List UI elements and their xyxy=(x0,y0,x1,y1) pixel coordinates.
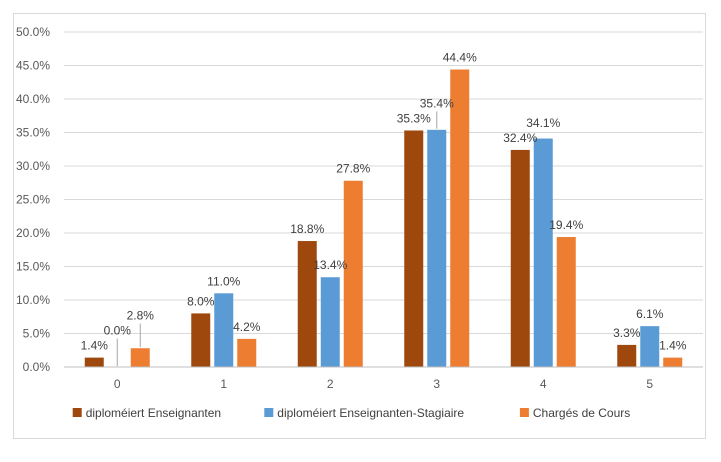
gridlines xyxy=(64,31,703,334)
x-axis-ticks: 0 1 2 3 4 5 xyxy=(64,366,703,391)
bar xyxy=(450,69,470,368)
data-label: 6.1% xyxy=(636,307,664,321)
legend-label: diploméiert Enseignanten-Stagiaire xyxy=(277,406,464,420)
data-label: 1.4% xyxy=(659,339,687,353)
data-label: 35.3% xyxy=(397,111,431,125)
bar xyxy=(533,138,553,367)
x-tick-label: 1 xyxy=(220,377,227,391)
bar xyxy=(556,237,576,367)
data-label: 34.1% xyxy=(526,116,560,130)
bar xyxy=(320,277,340,367)
x-tick-label: 5 xyxy=(646,377,653,391)
y-tick-label: 15.0% xyxy=(16,260,50,274)
legend-swatch xyxy=(72,408,82,417)
data-label: 0.0% xyxy=(104,324,132,338)
label-leader-lines xyxy=(116,111,438,366)
data-label: 19.4% xyxy=(549,218,583,232)
bar xyxy=(237,338,257,367)
data-label: 32.4% xyxy=(503,131,537,145)
y-tick-label: 30.0% xyxy=(16,159,50,173)
x-tick-label: 2 xyxy=(327,377,334,391)
y-tick-label: 45.0% xyxy=(16,59,50,73)
y-tick-label: 20.0% xyxy=(16,226,50,240)
bar xyxy=(427,129,447,367)
data-label: 2.8% xyxy=(127,309,155,323)
y-axis-ticks: 0.0% 5.0% 10.0% 15.0% 20.0% 25.0% 30.0% 35.0% 40… xyxy=(16,25,50,374)
data-label: 35.4% xyxy=(420,96,454,110)
bar xyxy=(84,357,104,367)
data-label: 11.0% xyxy=(207,274,240,288)
bar-series xyxy=(84,69,683,368)
bar xyxy=(343,180,363,367)
legend-label: Chargés de Cours xyxy=(533,406,630,420)
data-label: 1.4% xyxy=(81,339,109,353)
bar xyxy=(404,130,424,367)
x-tick-label: 0 xyxy=(114,377,121,391)
y-tick-label: 25.0% xyxy=(16,193,50,207)
data-label: 27.8% xyxy=(336,162,370,176)
legend-swatch xyxy=(264,408,274,417)
x-tick-label: 3 xyxy=(433,377,440,391)
y-tick-label: 40.0% xyxy=(16,92,50,106)
bar xyxy=(297,241,317,367)
bar xyxy=(191,313,211,367)
legend-swatch xyxy=(519,408,529,417)
legend-label: diploméiert Enseignanten xyxy=(86,406,221,420)
bar xyxy=(130,348,150,367)
y-tick-label: 50.0% xyxy=(16,25,50,39)
data-label: 8.0% xyxy=(187,294,215,308)
y-tick-label: 10.0% xyxy=(16,293,50,307)
data-label: 44.4% xyxy=(443,51,477,65)
data-label: 18.8% xyxy=(290,222,324,236)
y-tick-label: 5.0% xyxy=(23,327,51,341)
legend: diploméiert Enseignanten diploméiert Ense… xyxy=(72,406,630,420)
bar xyxy=(663,357,683,367)
data-label: 4.2% xyxy=(233,320,261,334)
data-label: 13.4% xyxy=(313,258,347,272)
bar xyxy=(617,344,637,367)
data-label: 3.3% xyxy=(613,326,641,340)
y-tick-label: 0.0% xyxy=(23,360,51,374)
bar xyxy=(640,326,660,367)
y-tick-label: 35.0% xyxy=(16,126,50,140)
bar xyxy=(510,149,530,367)
data-labels: 1.4%0.0%2.8%8.0%11.0%4.2%18.8%13.4%27.8%… xyxy=(81,51,687,353)
x-tick-label: 4 xyxy=(540,377,547,391)
bar xyxy=(214,293,234,367)
